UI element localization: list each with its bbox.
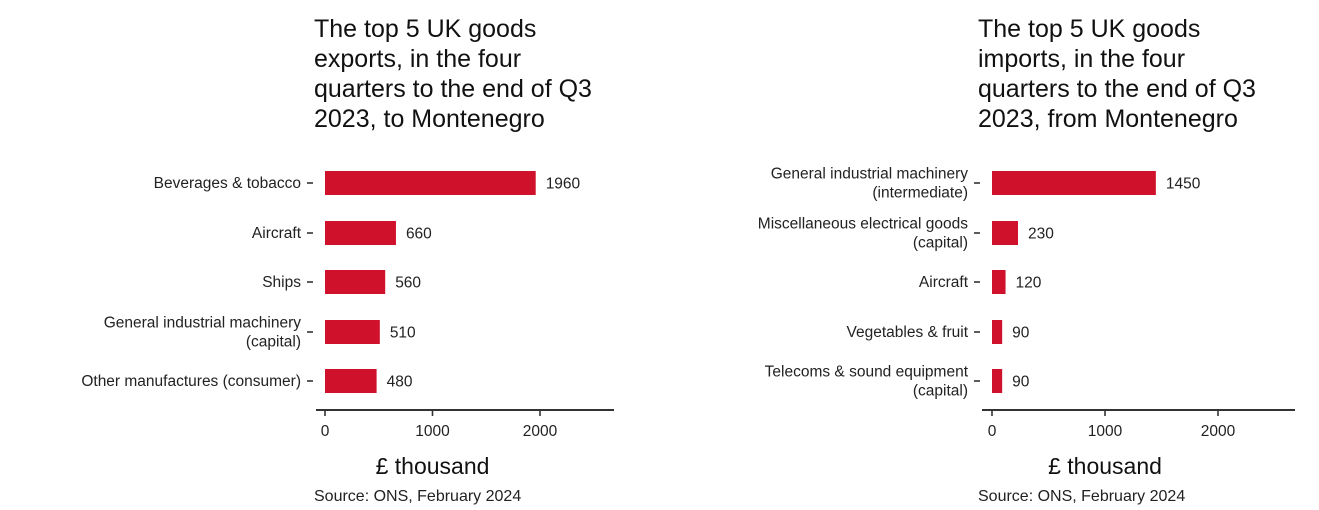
x-tick-label: 2000 xyxy=(1201,423,1236,440)
x-axis-title: £ thousand xyxy=(1048,453,1162,479)
bar xyxy=(325,369,377,393)
bar xyxy=(992,320,1003,344)
bar xyxy=(325,270,386,294)
exports-bar-chart: Beverages & tobacco 1960 Aircraft 660 Ships 5… xyxy=(81,171,614,479)
data-label: 510 xyxy=(390,325,416,342)
bar xyxy=(992,369,1003,393)
data-label: 90 xyxy=(1012,374,1030,391)
category-label: Ships xyxy=(262,274,301,291)
chart-title: The top 5 UK goods imports, in the four … xyxy=(978,15,1256,133)
imports-chart-panel: The top 5 UK goods imports, in the four … xyxy=(660,0,1319,510)
data-label: 560 xyxy=(395,275,421,292)
x-tick-label: 1000 xyxy=(1088,423,1123,440)
data-label: 660 xyxy=(406,226,432,243)
source-note: Source: ONS, February 2024 xyxy=(314,488,522,505)
data-label: 120 xyxy=(1016,275,1042,292)
bar xyxy=(992,270,1006,294)
x-axis-title: £ thousand xyxy=(376,453,490,479)
category-label: Aircraft xyxy=(919,274,969,291)
category-label: General industrial machinery (intermediat… xyxy=(771,166,969,202)
bar xyxy=(325,320,380,344)
x-tick-label: 1000 xyxy=(415,423,450,440)
imports-bar-chart: General industrial machinery (intermediat… xyxy=(758,166,1295,479)
x-tick-label: 0 xyxy=(988,423,997,440)
category-label: Vegetables & fruit xyxy=(847,324,969,341)
bar xyxy=(992,221,1018,245)
category-label: Aircraft xyxy=(252,225,302,242)
category-label: Other manufactures (consumer) xyxy=(81,373,301,390)
chart-title: The top 5 UK goods exports, in the four … xyxy=(314,15,592,133)
data-label: 90 xyxy=(1012,325,1030,342)
category-label: Beverages & tobacco xyxy=(154,175,301,192)
bar xyxy=(325,171,536,195)
data-label: 480 xyxy=(387,374,413,391)
x-tick-label: 2000 xyxy=(523,423,558,440)
data-label: 230 xyxy=(1028,226,1054,243)
category-label: General industrial machinery (capital) xyxy=(104,315,302,351)
category-label: Miscellaneous electrical goods (capital) xyxy=(758,216,968,252)
x-tick-label: 0 xyxy=(321,423,330,440)
exports-chart-panel: The top 5 UK goods exports, in the four … xyxy=(0,0,640,510)
bar xyxy=(325,221,396,245)
data-label: 1960 xyxy=(546,176,581,193)
bar xyxy=(992,171,1156,195)
source-note: Source: ONS, February 2024 xyxy=(978,488,1186,505)
data-label: 1450 xyxy=(1166,176,1201,193)
category-label: Telecoms & sound equipment (capital) xyxy=(765,364,969,400)
